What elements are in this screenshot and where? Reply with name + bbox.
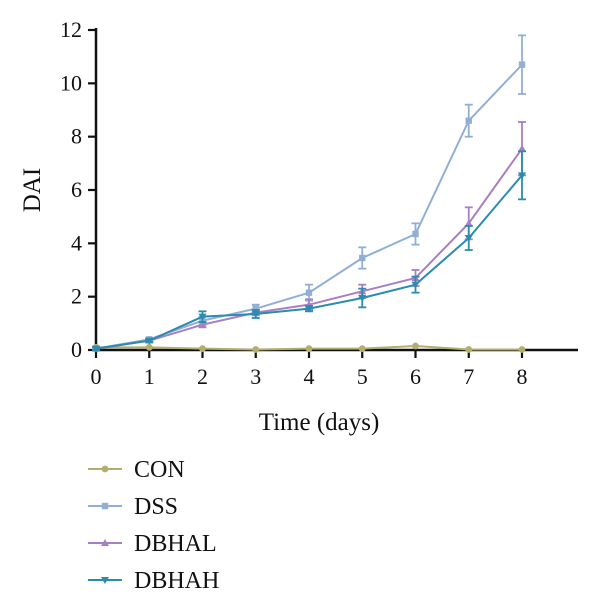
legend-item-dss: DSS xyxy=(88,494,178,520)
legend-item-dbhal: DBHAL xyxy=(88,531,217,557)
data-point xyxy=(305,345,313,353)
data-point xyxy=(359,254,366,262)
y-tick-label: 10 xyxy=(60,70,82,95)
data-point xyxy=(252,346,260,353)
x-tick-label: 0 xyxy=(91,364,102,389)
y-tick-label: 4 xyxy=(71,230,82,255)
y-tick-label: 2 xyxy=(71,284,82,309)
data-point xyxy=(518,144,526,152)
legend-label: DBHAL xyxy=(134,531,217,557)
x-axis-title: Time (days) xyxy=(259,409,380,436)
series-dbhal xyxy=(92,121,526,352)
data-point xyxy=(465,117,472,124)
data-point xyxy=(145,337,154,345)
y-tick-label: 12 xyxy=(60,17,82,42)
data-point xyxy=(464,235,473,242)
x-tick-label: 7 xyxy=(463,364,474,389)
x-tick-label: 8 xyxy=(517,364,528,389)
y-tick-label: 0 xyxy=(71,337,82,362)
data-point xyxy=(412,342,419,350)
y-tick-label: 6 xyxy=(71,177,82,202)
legend-label: DBHAH xyxy=(134,568,219,594)
x-tick-label: 5 xyxy=(357,364,368,389)
data-point xyxy=(465,346,473,353)
data-point xyxy=(101,539,109,546)
data-point xyxy=(251,311,260,318)
data-point xyxy=(464,219,473,227)
series-con xyxy=(92,342,526,353)
data-point xyxy=(358,345,366,353)
data-point xyxy=(101,502,109,510)
data-point xyxy=(145,343,153,351)
series-layer xyxy=(92,34,526,353)
data-point xyxy=(101,465,109,473)
x-tick-label: 1 xyxy=(144,364,155,389)
data-point xyxy=(518,61,526,68)
legend-item-dbhah: DBHAH xyxy=(88,568,219,594)
data-point xyxy=(305,305,313,313)
data-point xyxy=(358,295,367,302)
series-line xyxy=(95,148,523,350)
data-point xyxy=(199,345,206,353)
data-point xyxy=(412,230,419,238)
y-tick-label: 8 xyxy=(71,124,82,149)
data-point xyxy=(198,313,207,321)
data-point xyxy=(411,281,420,289)
data-point xyxy=(518,346,526,353)
x-tick-label: 4 xyxy=(304,364,315,389)
data-point xyxy=(518,172,526,180)
legend-label: DSS xyxy=(134,494,178,520)
legend-label: CON xyxy=(134,457,185,483)
data-point xyxy=(305,289,313,296)
legend-item-con: CON xyxy=(88,457,185,483)
legend: CON DSS DBHAL DBHAH xyxy=(88,457,219,594)
x-tick-label: 6 xyxy=(410,364,421,389)
data-point xyxy=(92,345,100,353)
series-line xyxy=(95,174,523,350)
data-point xyxy=(101,577,109,584)
x-tick-label: 3 xyxy=(250,364,261,389)
series-dbhah xyxy=(92,150,526,353)
data-point xyxy=(198,320,207,328)
x-tick-label: 2 xyxy=(197,364,208,389)
y-axis-title: DAI xyxy=(19,168,46,212)
